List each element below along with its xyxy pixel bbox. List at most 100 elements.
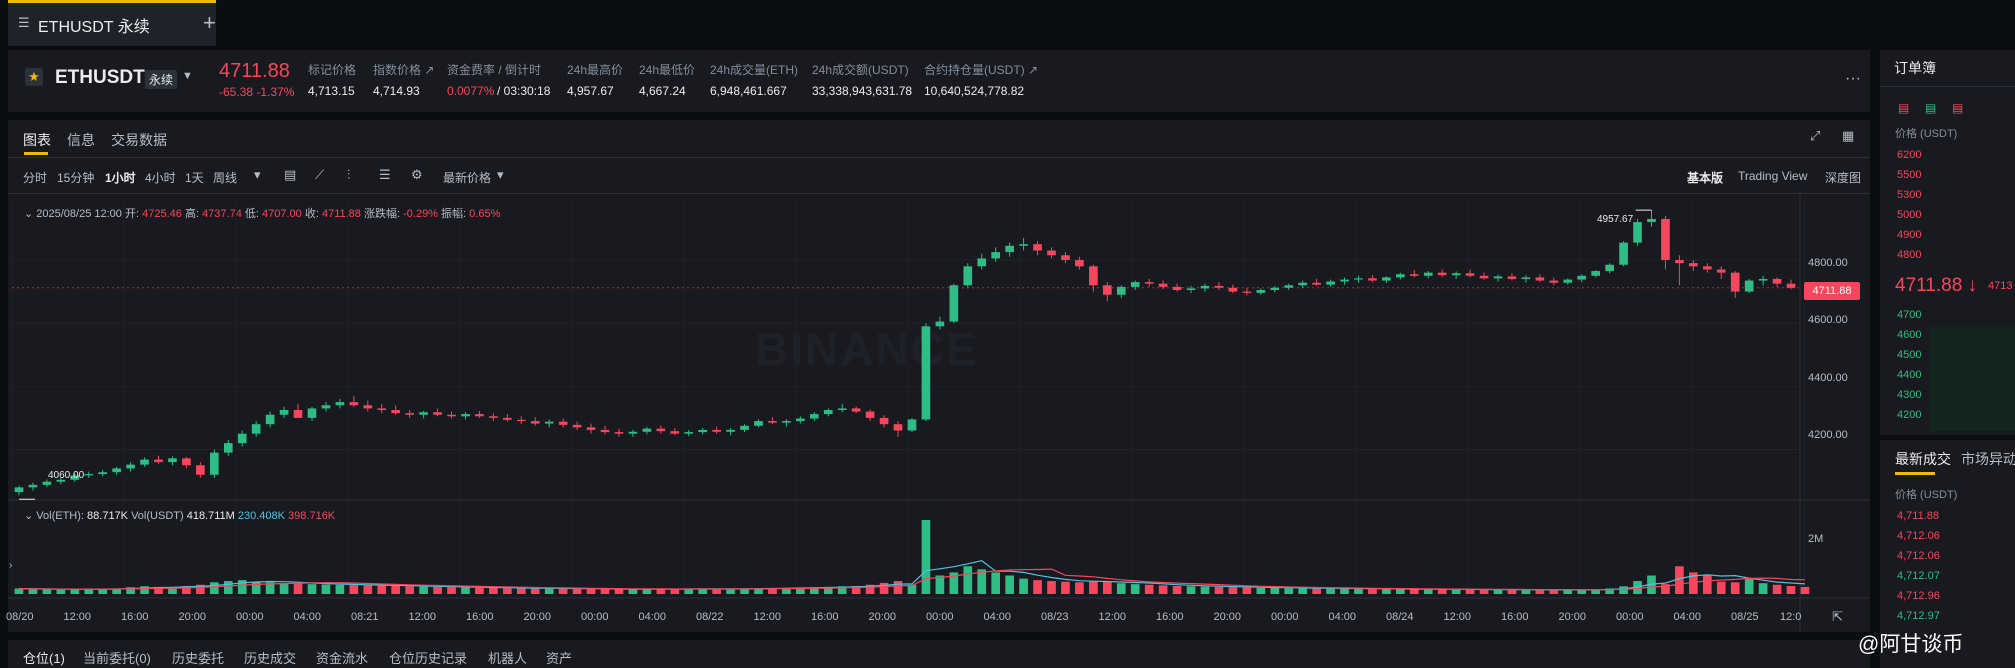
- open-interest-label[interactable]: 合约持仓量(USDT) ↗: [924, 63, 1039, 77]
- volume-bar: [182, 585, 191, 594]
- mark-price-label: 标记价格: [308, 63, 357, 77]
- interval-1d[interactable]: 1天: [185, 171, 204, 185]
- volume-bar: [42, 589, 52, 594]
- volume-bar: [684, 588, 694, 594]
- volume-bar: [1172, 585, 1182, 594]
- volume-ma-line: [18, 568, 1806, 591]
- symbol-name[interactable]: ETHUSDT: [55, 67, 145, 88]
- candle-body: [670, 431, 680, 434]
- tab-positions[interactable]: 仓位(1): [23, 651, 65, 666]
- bid-row[interactable]: 4400: [1897, 369, 1922, 381]
- drawing-tools-icon[interactable]: ☰: [379, 167, 391, 182]
- volume-bar: [1312, 588, 1321, 594]
- bid-row[interactable]: 4300: [1897, 389, 1922, 401]
- tab-open-orders[interactable]: 当前委托(0): [83, 651, 151, 666]
- price-axis-tick: 4800.00: [1808, 257, 1848, 269]
- interval-1h[interactable]: 1小时: [105, 171, 136, 185]
- candle-body: [1675, 260, 1684, 264]
- tab-info[interactable]: 信息: [67, 132, 95, 148]
- more-options-icon[interactable]: ···: [1845, 70, 1861, 87]
- orderbook-both-icon[interactable]: ▤: [1898, 101, 1910, 115]
- volume-bar: [614, 589, 624, 594]
- view-depth[interactable]: 深度图: [1825, 171, 1862, 185]
- orderbook-asks-icon[interactable]: ▤: [1952, 101, 1964, 115]
- volume-bar: [1409, 589, 1419, 594]
- bid-row[interactable]: 4600: [1897, 329, 1922, 341]
- interval-time[interactable]: 分时: [23, 171, 48, 185]
- ask-row[interactable]: 4900: [1897, 229, 1922, 241]
- volume-bar: [1019, 578, 1028, 594]
- tab-assets[interactable]: 资产: [546, 651, 573, 666]
- candle-body: [1423, 272, 1433, 276]
- tab-transaction-history[interactable]: 资金流水: [316, 651, 369, 666]
- candle-body: [349, 402, 359, 406]
- index-price-label[interactable]: 指数价格 ↗: [373, 63, 435, 77]
- ask-row[interactable]: 6200: [1897, 149, 1922, 161]
- interval-4h[interactable]: 4小时: [145, 171, 176, 185]
- candle-body: [321, 405, 331, 409]
- bid-row[interactable]: 4700: [1897, 309, 1922, 321]
- ask-row[interactable]: 5300: [1897, 189, 1922, 201]
- candle-body: [265, 414, 275, 425]
- tab-trading-data[interactable]: 交易数据: [111, 132, 167, 148]
- volume-bar: [1437, 589, 1447, 594]
- volume-bar: [419, 586, 428, 594]
- trades-price-header: 价格 (USDT): [1895, 489, 1958, 501]
- tab-trade-history[interactable]: 历史成交: [244, 651, 297, 666]
- ask-row[interactable]: 5500: [1897, 169, 1922, 181]
- volume-bar: [670, 588, 680, 594]
- tab-bots[interactable]: 机器人: [488, 651, 528, 666]
- expand-icon[interactable]: ⤢: [1810, 128, 1821, 143]
- time-axis-tick: 20:00: [523, 611, 552, 623]
- candle-body: [112, 468, 121, 473]
- tab-market-movers[interactable]: 市场异动: [1961, 451, 2015, 467]
- layout-grid-icon[interactable]: ▦: [1842, 128, 1855, 143]
- ask-row[interactable]: 5000: [1897, 209, 1922, 221]
- volume-bar: [503, 588, 512, 594]
- view-basic[interactable]: 基本版: [1687, 171, 1724, 185]
- candle-body: [98, 472, 108, 475]
- candle-body: [391, 410, 401, 414]
- candle-body: [1786, 283, 1796, 288]
- tab-order-history[interactable]: 历史委托: [172, 651, 225, 666]
- time-axis-tick: 00:00: [1271, 611, 1299, 623]
- bid-row[interactable]: 4200: [1897, 409, 1922, 421]
- candle-body: [1214, 285, 1224, 288]
- volume-bar: [1535, 589, 1545, 594]
- candle-body: [251, 424, 261, 434]
- expand-left-icon[interactable]: ›: [9, 560, 13, 571]
- tab-chart[interactable]: 图表: [23, 132, 51, 148]
- scale-settings-icon[interactable]: ⇱: [1832, 609, 1843, 624]
- calendar-icon[interactable]: ▤: [284, 167, 297, 182]
- time-axis-tick: 12:00: [753, 611, 782, 623]
- add-tab-icon[interactable]: +: [203, 10, 216, 35]
- ask-row[interactable]: 4800: [1897, 249, 1922, 261]
- candle-body: [907, 419, 917, 431]
- candle-body: [1200, 285, 1210, 289]
- candle-type-icon[interactable]: ⫶: [347, 167, 351, 182]
- indicator-icon[interactable]: ⟋: [315, 167, 325, 182]
- volume-bar: [196, 584, 205, 594]
- open-interest-value: 10,640,524,778.82: [924, 84, 1025, 98]
- price-type-select[interactable]: 最新价格: [443, 171, 492, 185]
- orderbook-bids-icon[interactable]: ▤: [1925, 101, 1937, 115]
- volume-bar: [600, 589, 610, 594]
- favorite-star-icon[interactable]: ★: [25, 68, 43, 86]
- tab-position-history[interactable]: 仓位历史记录: [389, 651, 468, 666]
- interval-week[interactable]: 周线: [213, 171, 238, 185]
- candle-body: [1591, 271, 1601, 276]
- settings-gear-icon[interactable]: ⚙: [411, 167, 423, 182]
- bid-row[interactable]: 4500: [1897, 349, 1922, 361]
- collapse-icon[interactable]: ⌄: [24, 208, 34, 220]
- interval-15m[interactable]: 15分钟: [57, 171, 95, 185]
- volume-bar: [1800, 586, 1810, 594]
- chevron-down-icon[interactable]: ▾: [254, 167, 261, 182]
- collapse-icon[interactable]: ⌄: [24, 510, 34, 522]
- view-tradingview[interactable]: Trading View: [1738, 169, 1808, 183]
- chevron-down-icon[interactable]: ▾: [497, 167, 504, 182]
- chevron-down-icon[interactable]: ▼: [182, 70, 193, 82]
- tab-ethusdt[interactable]: [8, 0, 216, 46]
- candle-body: [572, 424, 582, 428]
- tab-recent-trades[interactable]: 最新成交: [1895, 451, 1951, 467]
